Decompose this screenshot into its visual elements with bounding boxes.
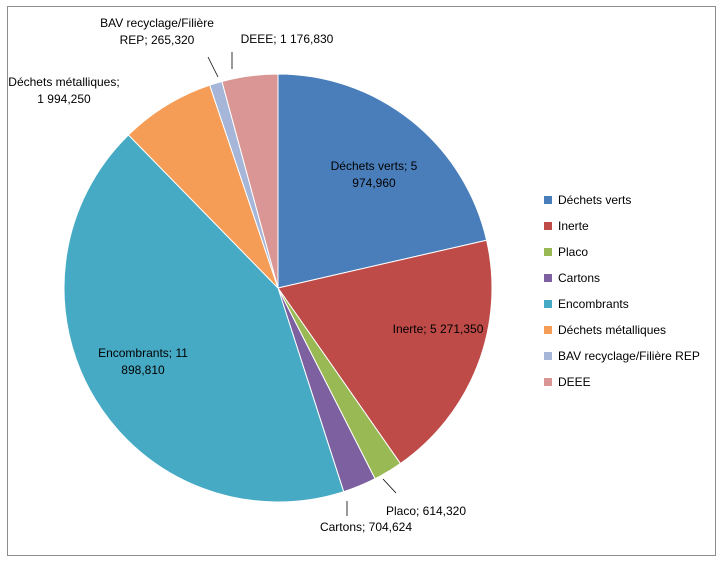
data-label-2: Inerte; 5 271,350 [393,322,484,336]
data-label-line: Déchets métalliques; [8,75,119,89]
legend-label: BAV recyclage/Filière REP [558,349,700,363]
data-label-5: Encombrants; 11 898,810 [98,346,188,377]
data-label-6: Déchets métalliques; 1 994,250 [8,75,119,106]
data-label-line: 974,960 [352,176,396,190]
legend-swatch [544,300,552,308]
data-label-line: 898,810 [121,363,165,377]
legend-item: Déchets métalliques [544,317,700,343]
data-label-line: Encombrants; 11 [98,346,188,360]
data-labels: Déchets verts; 5 974,960 Inerte; 5 271,350… [8,16,483,534]
legend-item: BAV recyclage/Filière REP [544,343,700,369]
pie-chart: Déchets verts; 5 974,960 Inerte; 5 271,350… [8,16,493,534]
legend-swatch [544,378,552,386]
legend-swatch [544,196,552,204]
leader-lines [207,52,397,516]
data-label-line: Déchets verts; 5 [331,159,418,173]
legend-item: Placo [544,239,700,265]
pie-slice-5 [63,134,345,503]
legend-label: DEEE [558,375,591,389]
data-label-line: Placo; 614,320 [386,504,466,518]
pie-slice-2 [277,239,493,465]
legend-swatch [544,326,552,334]
legend-swatch [544,352,552,360]
pie-slice-1 [277,73,488,289]
data-label-line: DEEE; 1 176,830 [241,32,334,46]
legend-label: Cartons [558,271,601,285]
legend-label: Placo [558,245,589,259]
data-label-3: Placo; 614,320 [386,504,466,518]
data-label-1: Déchets verts; 5 974,960 [331,159,418,190]
legend-item: DEEE [544,369,700,395]
legend-item: Inerte [544,213,700,239]
pie-slices [63,73,493,503]
data-label-line: REP; 265,320 [120,33,195,47]
legend-label: Déchets métalliques [558,323,667,337]
pie-slice-8 [221,73,279,289]
chart-area: Déchets verts; 5 974,960 Inerte; 5 271,350… [7,6,716,556]
legend: Déchets verts Inerte Placo Cartons Encombran… [544,187,700,395]
leader-line-7 [207,56,219,78]
leader-line-3 [382,478,397,494]
data-label-7: BAV recyclage/Filière REP; 265,320 [100,16,214,47]
legend-item: Cartons [544,265,700,291]
legend-item: Encombrants [544,291,700,317]
data-label-line: Inerte; 5 271,350 [393,322,484,336]
data-label-line: BAV recyclage/Filière [100,16,214,30]
legend-label: Déchets verts [558,193,632,207]
data-label-4: Cartons; 704,624 [320,520,412,534]
data-label-line: Cartons; 704,624 [320,520,412,534]
legend-swatch [544,274,552,282]
data-label-line: 1 994,250 [37,92,91,106]
legend-label: Inerte [558,219,589,233]
legend-swatch [544,222,552,230]
legend-label: Encombrants [558,297,629,311]
legend-item: Déchets verts [544,187,700,213]
legend-swatch [544,248,552,256]
data-label-8: DEEE; 1 176,830 [241,32,334,46]
